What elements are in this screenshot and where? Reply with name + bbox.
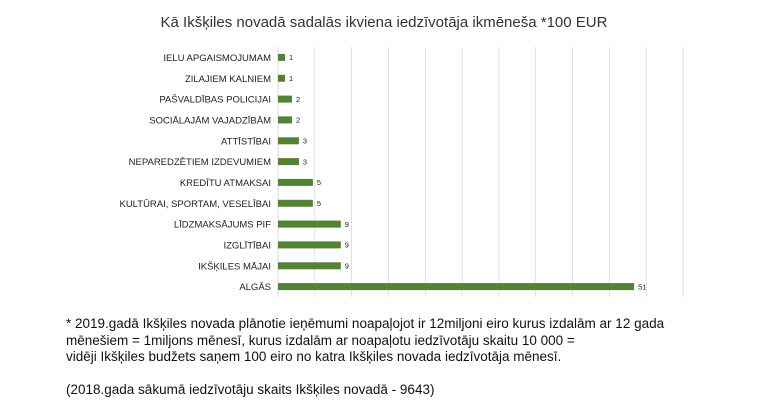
chart-title: Kā Ikšķiles novadā sadalās ikviena iedzī… — [160, 14, 608, 31]
bar — [278, 220, 341, 228]
value-label: 5 — [317, 178, 321, 187]
category-label: IELU APGAISMOJUMAM — [163, 53, 271, 64]
category-labels: IELU APGAISMOJUMAM ZILAJIEM KALNIEM PAŠVAL… — [119, 53, 271, 293]
category-label: IKŠĶILES MĀJAI — [198, 261, 271, 272]
footnote-line-4: (2018.gada sākumā iedzīvotāju skaits Ikš… — [66, 382, 435, 397]
footnote-line-2: mēnešiem = 1miljons mēnesī, kurus izdalā… — [66, 332, 575, 348]
footnote-line-3: vidēji Ikšķiles budžets saņem 100 eiro n… — [66, 349, 562, 364]
category-label: PAŠVALDĪBAS POLICIJAI — [159, 95, 271, 106]
category-label: KREDĪTU ATMAKSAI — [180, 178, 271, 189]
value-label: 9 — [345, 220, 349, 229]
bar — [278, 53, 285, 61]
bar — [278, 199, 313, 207]
category-label: KULTŪRAI, SPORTAM, VESELĪBAI — [119, 199, 271, 210]
bar — [278, 137, 299, 145]
value-label: 51 — [638, 282, 646, 291]
value-label: 1 — [289, 53, 293, 62]
bars — [278, 53, 635, 291]
value-label: 2 — [296, 116, 300, 125]
category-label: LĪDZMAKSĀJUMS PIF — [174, 220, 271, 231]
footnote: * 2019.gadā Ikšķiles novada plānotie ieņ… — [66, 316, 706, 399]
bar — [278, 283, 635, 291]
category-label: SOCIĀLAJĀM VAJADZĪBĀM — [149, 115, 271, 126]
bar — [278, 116, 292, 124]
bar — [278, 262, 341, 270]
category-label: ZILAJIEM KALNIEM — [185, 74, 271, 85]
category-label: ATTĪSTĪBAI — [221, 136, 271, 147]
bar — [278, 158, 299, 166]
value-label: 9 — [345, 241, 349, 250]
bar-chart: IELU APGAISMOJUMAM ZILAJIEM KALNIEM PAŠVAL… — [119, 47, 684, 297]
value-label: 3 — [303, 157, 307, 166]
value-label: 5 — [317, 199, 321, 208]
value-labels: 1 1 2 2 3 3 5 5 9 9 9 51 — [289, 53, 646, 291]
bar — [278, 178, 313, 186]
bar — [278, 95, 292, 103]
bar — [278, 74, 285, 82]
category-label: ALGĀS — [239, 282, 271, 293]
footnote-line-1: * 2019.gadā Ikšķiles novada plānotie ieņ… — [66, 316, 665, 331]
category-label: IZGLĪTĪBAI — [223, 240, 271, 251]
value-label: 2 — [296, 95, 300, 104]
bar — [278, 241, 341, 249]
category-label: NEPAREDZĒTIEM IZDEVUMIEM — [129, 157, 271, 168]
value-label: 9 — [345, 262, 349, 271]
gridlines — [277, 47, 684, 297]
footnote-spacer — [66, 366, 706, 383]
value-label: 3 — [303, 137, 307, 146]
value-label: 1 — [289, 74, 293, 83]
